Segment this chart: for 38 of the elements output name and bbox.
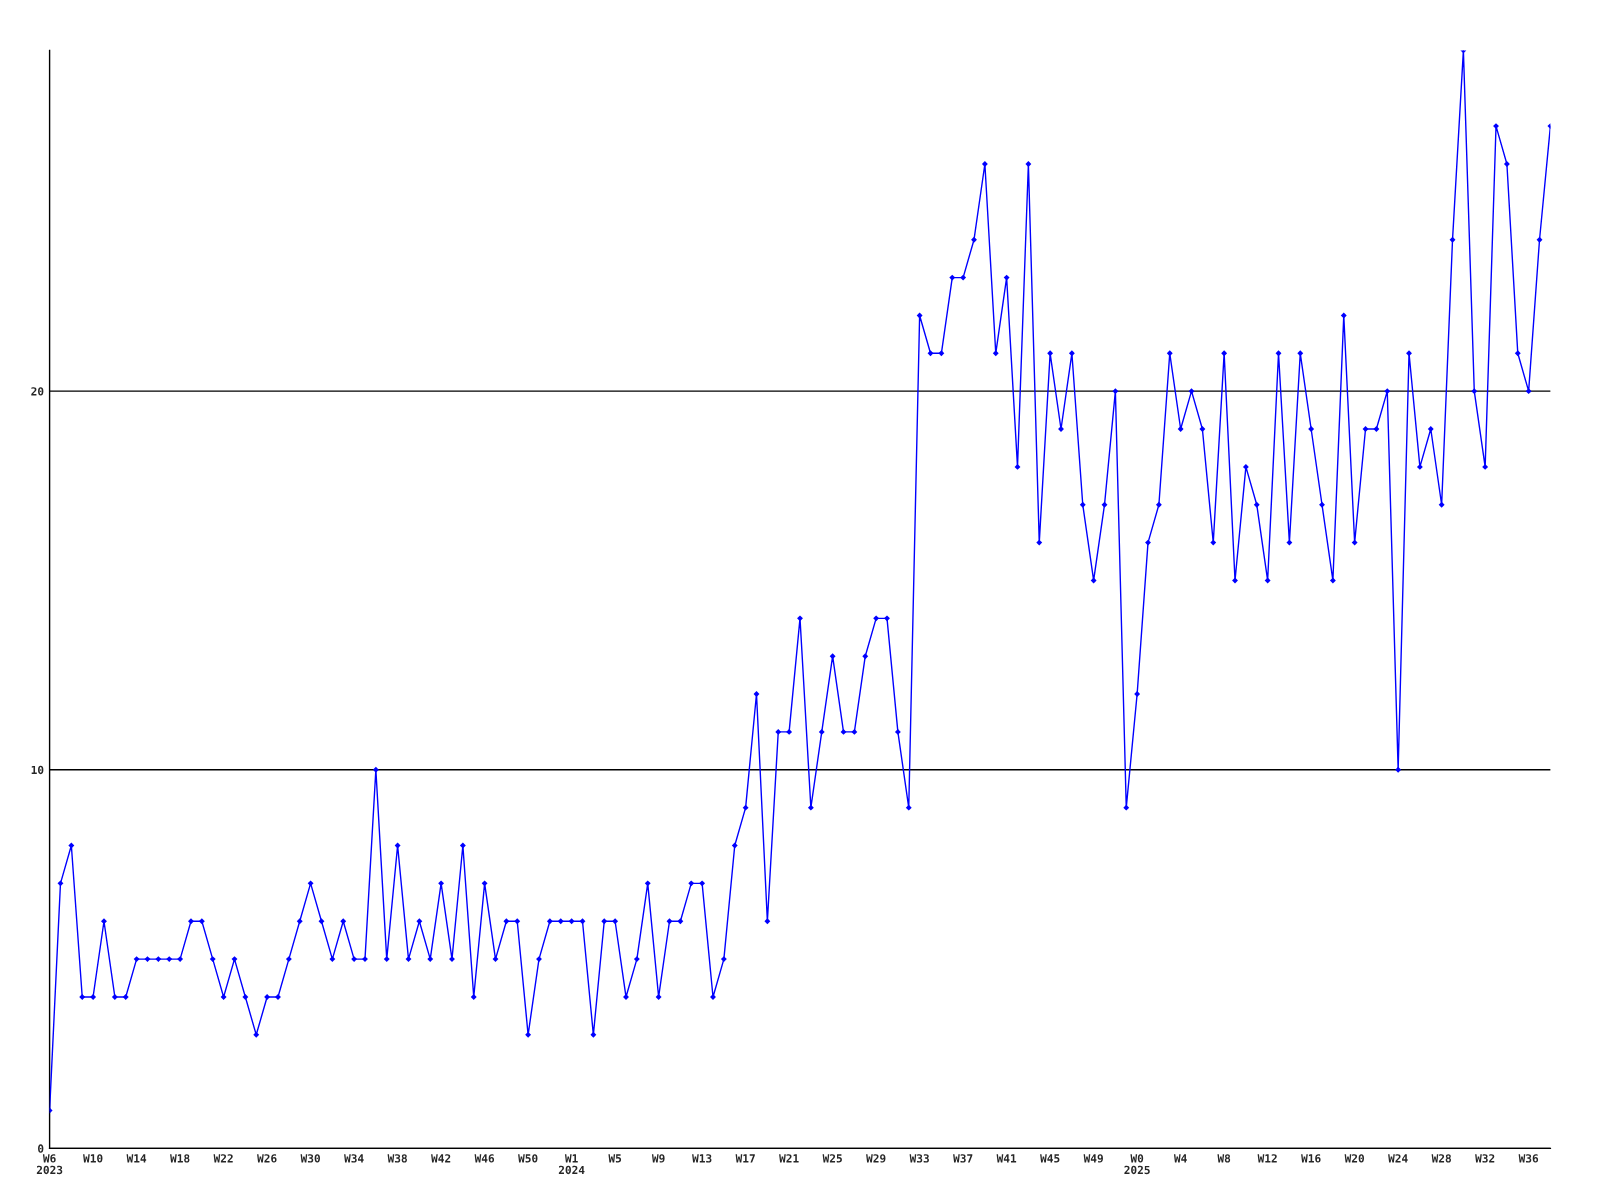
x-tick-label: W16 (1301, 1154, 1321, 1163)
x-tick-label: W41 (996, 1154, 1017, 1163)
y-tick-label: 20 (31, 387, 44, 396)
x-tick-label: W21 (779, 1154, 799, 1163)
x-tick-label: W17 (735, 1154, 755, 1163)
x-tick-label: W45 (1040, 1154, 1060, 1163)
x-tick-label: W6 2023 (36, 1154, 63, 1175)
x-tick-label: W12 (1257, 1154, 1277, 1163)
x-tick-label: W50 (518, 1154, 538, 1163)
x-tick-label: W49 (1083, 1154, 1103, 1163)
x-tick-label: W29 (866, 1154, 886, 1163)
x-tick-label: W42 (431, 1154, 451, 1163)
x-tick-label: W38 (387, 1154, 407, 1163)
y-tick-label: 10 (31, 765, 44, 775)
x-tick-label: W36 (1518, 1154, 1539, 1163)
x-tick-label: W10 (83, 1154, 103, 1163)
x-tick-label: W34 (344, 1154, 364, 1163)
x-tick-label: W5 (608, 1154, 622, 1163)
x-tick-label: W13 (692, 1154, 712, 1163)
x-tick-label: W37 (953, 1154, 973, 1163)
x-tick-label: W4 (1173, 1154, 1187, 1163)
x-tick-label: W33 (909, 1154, 929, 1163)
x-tick-label: W26 (257, 1154, 277, 1163)
x-tick-label: W20 (1344, 1154, 1365, 1163)
x-tick-label: W28 (1431, 1154, 1451, 1163)
x-tick-label: W22 (213, 1154, 233, 1163)
x-tick-label: W0 2025 (1124, 1154, 1150, 1175)
x-tick-label: W8 (1217, 1154, 1231, 1163)
x-tick-label: W25 (822, 1154, 842, 1163)
x-tick-label: W1 2024 (558, 1154, 585, 1175)
x-tick-label: W18 (170, 1154, 190, 1163)
x-tick-label: W30 (300, 1154, 320, 1163)
x-tick-label: W24 (1388, 1154, 1408, 1163)
y-tick-label: 0 (38, 1144, 44, 1153)
x-tick-label: W14 (126, 1154, 147, 1163)
x-tick-label: W46 (474, 1154, 495, 1163)
x-tick-label: W32 (1475, 1154, 1495, 1163)
x-tick-label: W9 (651, 1154, 665, 1163)
